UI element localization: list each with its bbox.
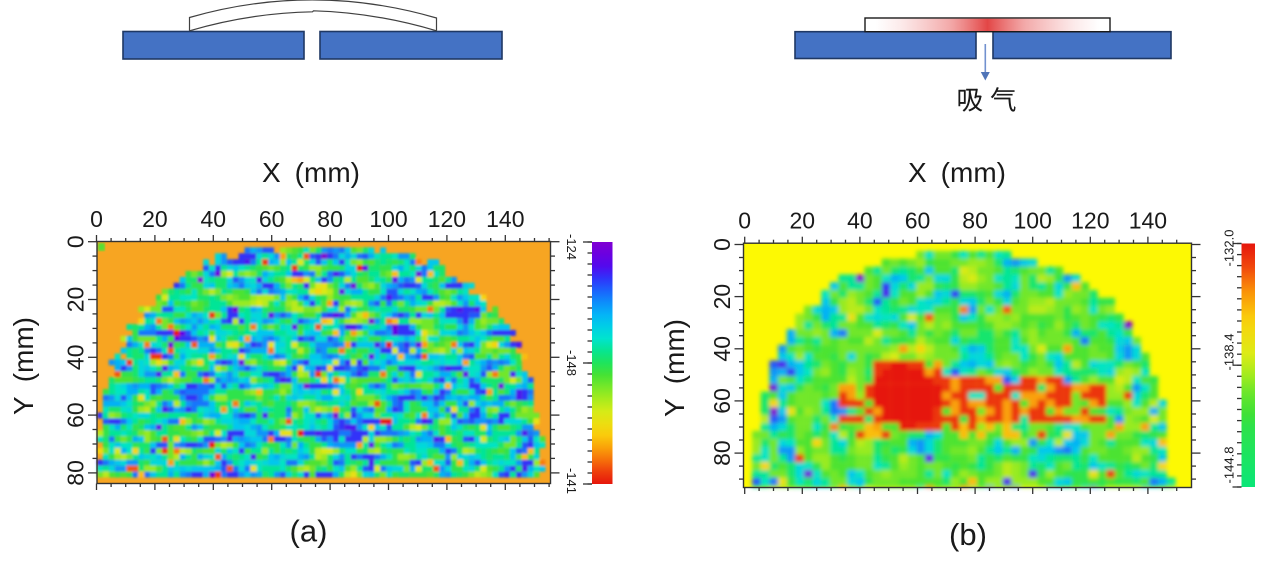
- svg-text:-148: -148: [564, 350, 579, 376]
- svg-text:Y (mm): Y (mm): [8, 317, 39, 415]
- svg-text:-138.4: -138.4: [1222, 334, 1237, 371]
- svg-text:140: 140: [486, 206, 524, 232]
- svg-text:20: 20: [63, 287, 89, 313]
- svg-text:20: 20: [790, 208, 816, 234]
- svg-text:100: 100: [1014, 208, 1052, 234]
- svg-text:-141: -141: [564, 468, 579, 494]
- svg-text:40: 40: [201, 206, 227, 232]
- svg-text:0: 0: [63, 235, 89, 248]
- svg-text:0: 0: [738, 208, 751, 234]
- svg-text:120: 120: [1071, 208, 1109, 234]
- svg-text:140: 140: [1129, 208, 1167, 234]
- svg-text:60: 60: [259, 206, 285, 232]
- svg-text:60: 60: [905, 208, 931, 234]
- svg-text:X (mm): X (mm): [908, 157, 1006, 188]
- svg-text:-132.0: -132.0: [1222, 230, 1237, 267]
- svg-text:X (mm): X (mm): [262, 157, 360, 188]
- svg-text:80: 80: [962, 208, 988, 234]
- svg-text:40: 40: [63, 345, 89, 371]
- svg-text:0: 0: [90, 206, 103, 232]
- svg-text:-144.8: -144.8: [1222, 447, 1237, 484]
- svg-text:80: 80: [63, 460, 89, 486]
- svg-text:(a): (a): [290, 514, 328, 549]
- svg-text:20: 20: [142, 206, 168, 232]
- svg-text:(b): (b): [949, 517, 987, 552]
- svg-text:40: 40: [847, 208, 873, 234]
- svg-text:Y (mm): Y (mm): [659, 319, 690, 417]
- svg-text:100: 100: [369, 206, 407, 232]
- svg-text:80: 80: [709, 440, 735, 466]
- svg-text:-124: -124: [564, 234, 579, 260]
- svg-text:80: 80: [317, 206, 343, 232]
- svg-text:60: 60: [709, 388, 735, 414]
- svg-text:40: 40: [709, 336, 735, 362]
- svg-text:120: 120: [428, 206, 466, 232]
- svg-text:60: 60: [63, 402, 89, 428]
- svg-text:20: 20: [709, 284, 735, 310]
- svg-text:0: 0: [709, 238, 735, 251]
